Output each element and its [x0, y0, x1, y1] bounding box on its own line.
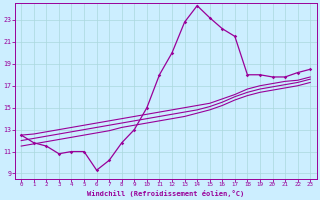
X-axis label: Windchill (Refroidissement éolien,°C): Windchill (Refroidissement éolien,°C) — [87, 190, 244, 197]
